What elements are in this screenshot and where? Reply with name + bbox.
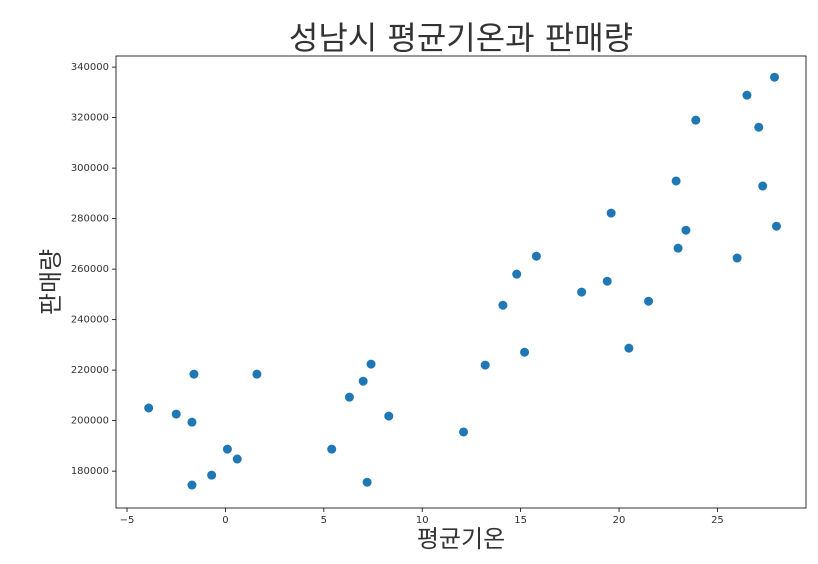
y-tick-label: 300000	[71, 163, 109, 174]
point	[754, 122, 764, 132]
point	[327, 444, 337, 454]
point	[673, 243, 683, 253]
point	[691, 115, 701, 125]
y-tick-label: 220000	[71, 365, 109, 376]
point	[577, 287, 587, 297]
point	[232, 454, 242, 464]
y-tick-label: 280000	[71, 214, 109, 225]
point	[480, 360, 490, 370]
point	[344, 392, 354, 402]
point	[681, 225, 691, 235]
point	[602, 276, 612, 286]
x-tick-label: 15	[514, 515, 527, 526]
point	[144, 403, 154, 413]
plot-frame	[115, 55, 807, 509]
point	[771, 221, 781, 231]
point	[207, 470, 217, 480]
point	[644, 296, 654, 306]
y-axis-label: 판매량	[37, 249, 65, 315]
point	[520, 347, 530, 357]
point	[384, 411, 394, 421]
y-tick-label: 340000	[71, 62, 109, 73]
y-tick-label: 240000	[71, 315, 109, 326]
point	[187, 480, 197, 490]
point	[171, 409, 181, 419]
chart-title: 성남시 평균기온과 판매량	[289, 19, 633, 57]
point	[222, 444, 232, 454]
point	[358, 376, 368, 386]
point	[531, 251, 541, 261]
x-tick-label: 20	[613, 515, 626, 526]
point	[624, 343, 634, 353]
x-tick-label: −5	[120, 515, 135, 526]
x-tick-label: 25	[711, 515, 724, 526]
y-tick-label: 320000	[71, 113, 109, 124]
x-tick-label: 10	[416, 515, 429, 526]
point	[606, 208, 616, 218]
point	[362, 477, 372, 487]
point	[512, 269, 522, 279]
y-tick-label: 180000	[71, 466, 109, 477]
y-tick-label: 260000	[71, 264, 109, 275]
point	[366, 359, 376, 369]
x-axis-label: 평균기온	[417, 525, 505, 553]
x-tick-label: 5	[321, 515, 327, 526]
point	[459, 427, 469, 437]
point	[732, 253, 742, 263]
point	[189, 369, 199, 379]
point	[187, 417, 197, 427]
point	[770, 72, 780, 82]
point	[742, 90, 752, 100]
x-tick-label: 0	[222, 515, 228, 526]
point	[252, 369, 262, 379]
point	[498, 300, 508, 310]
y-tick-label: 200000	[71, 416, 109, 427]
point	[671, 176, 681, 186]
point	[758, 181, 768, 191]
